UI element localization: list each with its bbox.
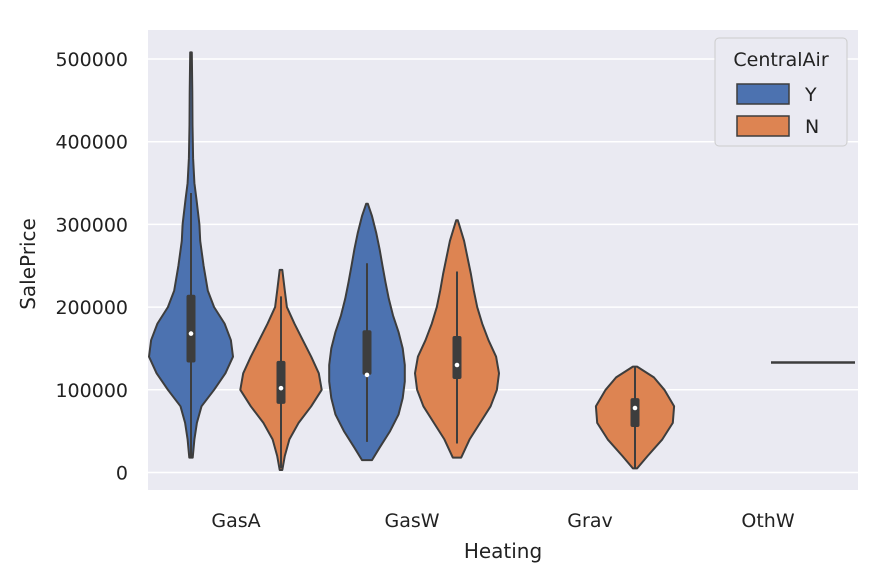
x-tick-labels: GasA GasW Grav OthW xyxy=(211,510,794,532)
violin-iqr-box xyxy=(276,360,286,404)
legend-entries: YN xyxy=(736,83,819,138)
violin-N-Grav xyxy=(594,365,676,470)
y-tick-label: 300000 xyxy=(55,214,128,236)
violin-iqr-box xyxy=(362,330,372,375)
legend: CentralAir YN xyxy=(714,37,848,147)
violins xyxy=(148,51,855,471)
violin-iqr-box xyxy=(452,336,462,380)
legend-swatch-N xyxy=(736,115,790,137)
legend-label-Y: Y xyxy=(804,84,817,106)
violin-iqr-box xyxy=(630,398,640,428)
violin-Y-GasW xyxy=(328,202,406,462)
violin-N-GasW xyxy=(414,219,500,459)
x-tick-label: GasA xyxy=(211,510,260,532)
y-tick-label: 0 xyxy=(116,463,128,485)
x-axis-label: Heating xyxy=(464,539,542,563)
x-tick-label: OthW xyxy=(741,510,794,532)
violin-median xyxy=(364,372,370,378)
legend-swatch-Y xyxy=(736,83,790,105)
y-tick-labels: 0 100000 200000 300000 400000 500000 xyxy=(55,49,128,485)
legend-label-N: N xyxy=(805,116,819,138)
y-tick-label: 400000 xyxy=(55,132,128,154)
violin-median xyxy=(454,362,460,368)
x-tick-label: Grav xyxy=(567,510,612,532)
violin-median xyxy=(632,405,638,411)
x-tick-label: GasW xyxy=(384,510,439,532)
y-tick-label: 100000 xyxy=(55,380,128,402)
violin-Y-GasA xyxy=(148,51,234,459)
y-axis-label: SalePrice xyxy=(16,218,40,310)
violin-median xyxy=(188,331,194,336)
violin-N-GasA xyxy=(239,268,323,471)
y-tick-label: 500000 xyxy=(55,49,128,71)
violin-iqr-box xyxy=(186,294,196,363)
violin-median xyxy=(278,385,284,391)
legend-title: CentralAir xyxy=(733,49,828,71)
y-tick-label: 200000 xyxy=(55,297,128,319)
